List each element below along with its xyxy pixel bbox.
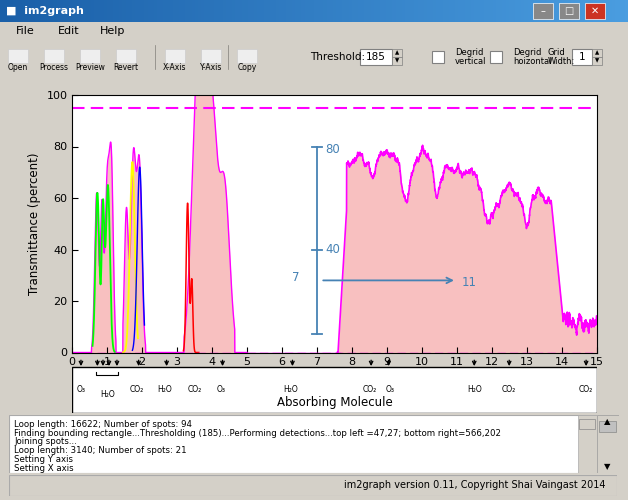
Text: 185: 185 [366, 52, 386, 62]
Bar [8, 49, 28, 62]
Text: O₃: O₃ [77, 385, 85, 394]
Text: 7: 7 [293, 272, 300, 284]
Text: Copy: Copy [237, 63, 257, 72]
Text: H₂O: H₂O [158, 385, 172, 394]
Text: □: □ [565, 6, 573, 16]
Bar [432, 51, 444, 62]
Text: Degrid: Degrid [455, 48, 484, 58]
Text: Threshold:: Threshold: [310, 52, 365, 62]
Text: ✕: ✕ [591, 6, 599, 16]
Bar [360, 49, 392, 64]
Text: CO₂: CO₂ [362, 385, 377, 394]
Text: CO₂: CO₂ [502, 385, 516, 394]
Text: CO₂: CO₂ [130, 385, 144, 394]
Text: O₃: O₃ [386, 385, 395, 394]
Text: Preview: Preview [75, 63, 105, 72]
Bar [392, 56, 402, 64]
Text: Setting X axis: Setting X axis [14, 464, 73, 473]
Text: im2graph version 0.11, Copyright Shai Vaingast 2014: im2graph version 0.11, Copyright Shai Va… [344, 480, 605, 490]
Text: Joining spots...: Joining spots... [14, 438, 77, 446]
Bar [533, 3, 553, 19]
Text: Finding bounding rectangle...Thresholding (185)...Performing detections...top le: Finding bounding rectangle...Thresholdin… [14, 428, 501, 438]
Bar [201, 49, 221, 62]
Text: Open: Open [8, 63, 28, 72]
Bar [80, 49, 100, 62]
Text: Degrid: Degrid [513, 48, 541, 58]
Text: Loop length: 16622; Number of spots: 94: Loop length: 16622; Number of spots: 94 [14, 420, 192, 428]
X-axis label: Wavelength (microns): Wavelength (microns) [269, 373, 399, 386]
Bar [490, 51, 502, 62]
Text: ▲: ▲ [604, 416, 611, 426]
Text: Grid: Grid [548, 48, 566, 58]
Bar [592, 49, 602, 56]
Bar [572, 49, 592, 64]
Text: 11: 11 [462, 276, 477, 289]
Text: X-Axis: X-Axis [163, 63, 187, 72]
Text: File: File [16, 26, 35, 36]
Bar [44, 49, 64, 62]
Text: Help: Help [100, 26, 126, 36]
Bar [585, 3, 605, 19]
Text: 80: 80 [326, 142, 340, 156]
Text: Edit: Edit [58, 26, 80, 36]
Text: ▲: ▲ [395, 50, 399, 56]
Text: CO₂: CO₂ [187, 385, 202, 394]
Text: vertical: vertical [455, 57, 487, 66]
Text: CO₂: CO₂ [579, 385, 593, 394]
Y-axis label: Transmittance (percent): Transmittance (percent) [28, 152, 41, 295]
Bar [578, 415, 597, 472]
Bar [579, 419, 595, 430]
Text: Loop length: 3140; Number of spots: 21: Loop length: 3140; Number of spots: 21 [14, 446, 187, 456]
Text: hoizontal: hoizontal [513, 57, 551, 66]
Bar [72, 366, 597, 412]
Bar [592, 56, 602, 64]
Text: O₃: O₃ [216, 385, 225, 394]
Text: 1: 1 [578, 52, 585, 62]
Text: –: – [541, 6, 546, 16]
Text: Process: Process [40, 63, 68, 72]
Text: Absorbing Molecule: Absorbing Molecule [276, 396, 392, 409]
Text: Width:: Width: [548, 57, 575, 66]
Text: Setting Y axis: Setting Y axis [14, 455, 73, 464]
Text: ▲: ▲ [595, 50, 599, 56]
Text: 40: 40 [326, 243, 340, 256]
Bar [165, 49, 185, 62]
Bar [116, 49, 136, 62]
Text: ▼: ▼ [395, 58, 399, 63]
Text: Y-Axis: Y-Axis [200, 63, 222, 72]
Bar [237, 49, 257, 62]
Bar [559, 3, 579, 19]
Text: ■  im2graph: ■ im2graph [6, 6, 84, 16]
Bar [392, 49, 402, 56]
Text: Revert: Revert [114, 63, 139, 72]
Text: H₂O: H₂O [467, 385, 482, 394]
Text: ▼: ▼ [604, 462, 611, 471]
Bar [599, 421, 617, 432]
Text: H₂O: H₂O [100, 390, 114, 399]
Text: ▼: ▼ [595, 58, 599, 63]
Text: H₂O: H₂O [283, 385, 298, 394]
